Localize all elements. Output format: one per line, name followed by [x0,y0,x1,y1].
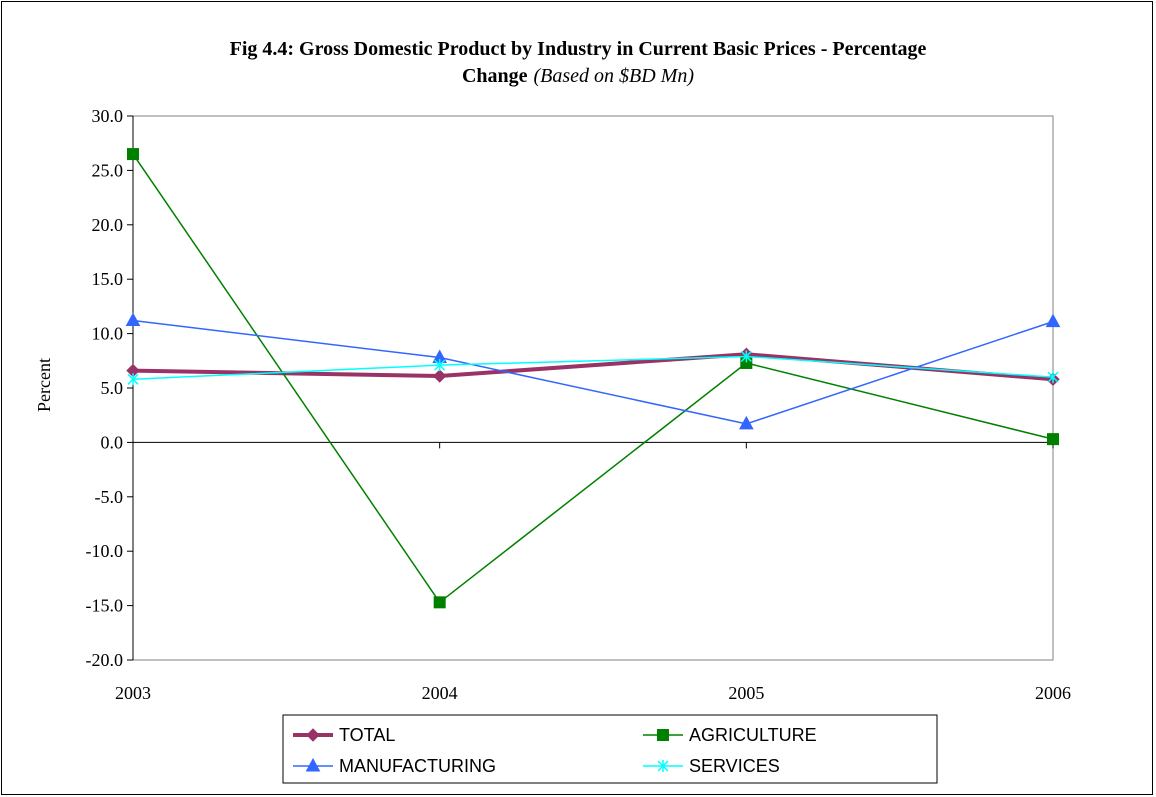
legend-label-manufacturing: MANUFACTURING [339,756,496,776]
legend-label-services: SERVICES [689,756,780,776]
series-services [127,350,1059,386]
legend-item-manufacturing: MANUFACTURING [293,756,496,776]
legend-label-agriculture: AGRICULTURE [689,725,817,745]
y-axis-title: Percent [34,358,54,412]
x-tick-label: 2006 [1035,683,1071,703]
legend-marker-services [657,760,669,772]
x-axis: 2003 2004 2005 2006 [115,441,1071,703]
legend-item-total: TOTAL [293,725,395,745]
data-point-agriculture [1047,433,1059,446]
series-agriculture [127,148,1059,609]
y-tick-label: 5.0 [101,378,124,398]
y-tick-label: 10.0 [92,324,124,344]
y-tick-label: 20.0 [92,215,124,235]
series-line-manufacturing [132,319,1054,425]
series-layer [125,148,1061,609]
data-point-manufacturing [738,415,754,430]
legend-marker-agriculture [657,729,669,741]
series-line-agriculture [132,153,1054,604]
y-tick-label: -10.0 [86,541,124,561]
data-point-manufacturing [125,312,141,327]
chart-title-note: (Based on $BD Mn) [534,65,695,87]
data-point-services [740,350,752,363]
y-tick-label: 15.0 [92,269,124,289]
data-point-services [1047,371,1059,384]
legend-marker-total [306,728,320,742]
y-tick-label: 30.0 [92,106,124,126]
x-tick-label: 2003 [115,683,151,703]
data-point-agriculture [433,596,446,609]
legend: TOTAL AGRICULTURE MANUFACTURING SERVICES [282,714,938,784]
legend-marker-manufacturing [305,757,321,772]
y-axis: 30.0 25.0 20.0 15.0 10.0 5.0 0.0 -5.0 -10.0 -15.0… [86,106,134,670]
chart-title-line1: Fig 4.4: Gross Domestic Product by Indus… [230,38,927,60]
x-tick-label: 2004 [422,683,458,703]
chart-title-line2-bold: Change [462,65,528,87]
data-point-manufacturing [1045,313,1061,328]
plot-area [132,115,1054,661]
series-manufacturing [125,312,1061,430]
legend-label-total: TOTAL [339,725,395,745]
series-line-services [132,355,1054,381]
x-tick-label: 2005 [728,683,764,703]
legend-item-agriculture: AGRICULTURE [643,725,817,745]
y-tick-label: 0.0 [101,432,124,452]
data-point-total [432,369,447,383]
y-tick-label: -5.0 [95,487,124,507]
data-point-services [127,373,139,386]
data-point-agriculture [127,148,139,161]
y-tick-label: -20.0 [86,650,124,670]
legend-box [282,714,938,784]
data-point-services [434,359,446,372]
chart-title-line2: Change (Based on $BD Mn) [462,65,694,87]
y-tick-label: -15.0 [86,596,124,616]
y-tick-label: 25.0 [92,160,124,180]
legend-item-services: SERVICES [643,756,780,776]
